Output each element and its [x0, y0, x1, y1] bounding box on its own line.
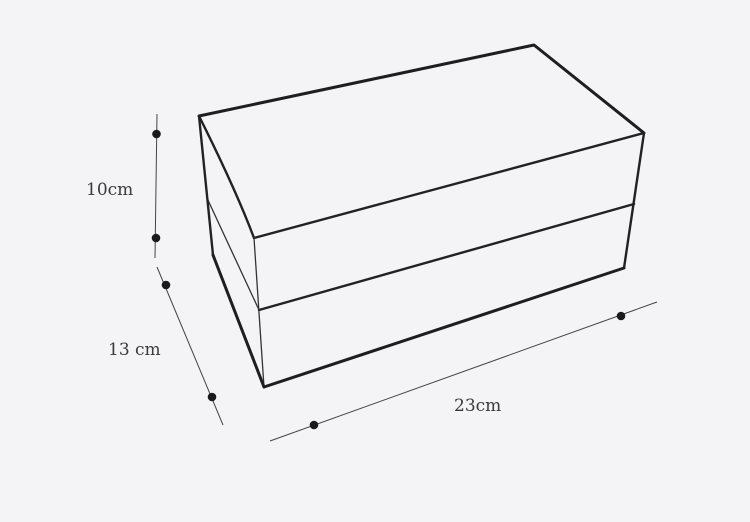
top-back-edge: [197, 43, 646, 135]
length-dimension-dot-right: [616, 311, 626, 321]
depth-dimension-line: [156, 266, 224, 426]
left-back-vertical-edge: [197, 114, 215, 257]
depth-label: 13 cm: [108, 340, 161, 360]
top-front-edge: [252, 131, 646, 240]
bottom-left-edge: [211, 253, 266, 389]
length-dimension-line: [269, 301, 658, 442]
length-label: 23cm: [454, 396, 501, 416]
height-dimension-dot-bottom: [151, 233, 161, 243]
height-dimension: 10cm: [86, 113, 161, 259]
depth-dimension-dot-bottom: [207, 392, 217, 402]
box-drawing: [197, 43, 646, 389]
length-dimension-dot-left: [309, 420, 319, 430]
length-dimension: 23cm: [269, 301, 658, 442]
bottom-front-edge: [262, 266, 626, 389]
lid-seam-front: [257, 202, 636, 312]
front-left-vertical-edge: [253, 237, 265, 388]
top-left-edge: [197, 114, 256, 240]
depth-dimension-dot-top: [161, 280, 171, 290]
height-label: 10cm: [86, 180, 133, 200]
right-vertical-edge: [622, 131, 646, 270]
height-dimension-dot-top: [152, 129, 161, 139]
depth-dimension: 13 cm: [108, 266, 224, 426]
lid-seam-side: [206, 197, 260, 311]
